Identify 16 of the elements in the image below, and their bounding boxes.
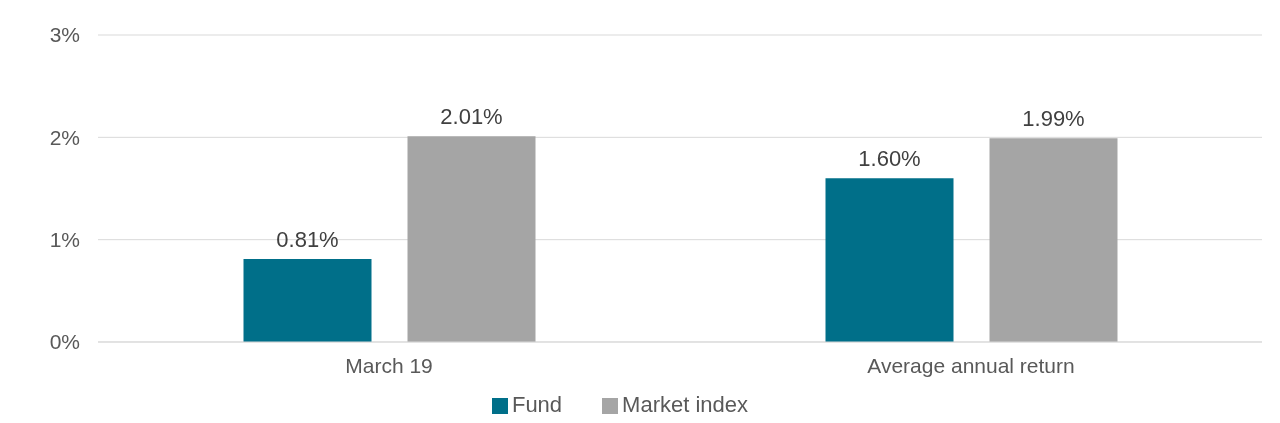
x-tick-label: March 19 — [345, 353, 433, 377]
y-tick-label: 3% — [49, 23, 80, 47]
legend-label: Market index — [622, 392, 749, 417]
data-label: 0.81% — [276, 227, 339, 253]
bar — [825, 178, 954, 342]
legend-label: Fund — [511, 392, 563, 417]
y-tick-label: 0% — [49, 330, 80, 354]
bar — [989, 138, 1118, 342]
x-tick-label: Average annual return — [867, 353, 1075, 377]
bar — [243, 259, 372, 342]
data-label: 1.99% — [1022, 106, 1085, 132]
data-label: 2.01% — [440, 104, 503, 130]
bar — [407, 136, 536, 342]
y-tick-label: 2% — [49, 125, 80, 149]
y-tick-label: 1% — [49, 228, 80, 252]
data-label: 1.60% — [858, 146, 921, 172]
